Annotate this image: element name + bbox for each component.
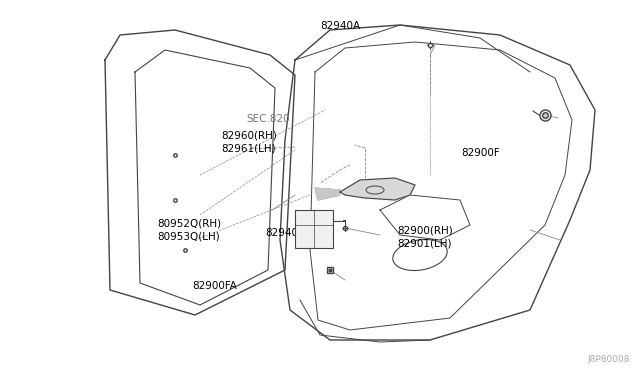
Text: 82940A: 82940A [320,21,360,31]
Text: 82900(RH): 82900(RH) [397,226,452,235]
Text: SEC.820: SEC.820 [246,114,290,124]
Polygon shape [315,188,340,200]
Text: 82900FA: 82900FA [192,282,237,291]
Text: 82940AA: 82940AA [266,228,313,237]
Text: 82900F: 82900F [461,148,500,157]
Text: 80953Q(LH): 80953Q(LH) [157,231,220,241]
FancyBboxPatch shape [295,210,333,248]
Text: 82901(LH): 82901(LH) [397,239,451,248]
Text: 80952Q(RH): 80952Q(RH) [157,218,221,228]
Text: 82961(LH): 82961(LH) [221,144,275,154]
Text: J8P80008: J8P80008 [588,355,630,364]
Text: 82960(RH): 82960(RH) [221,131,276,141]
Polygon shape [340,178,415,200]
